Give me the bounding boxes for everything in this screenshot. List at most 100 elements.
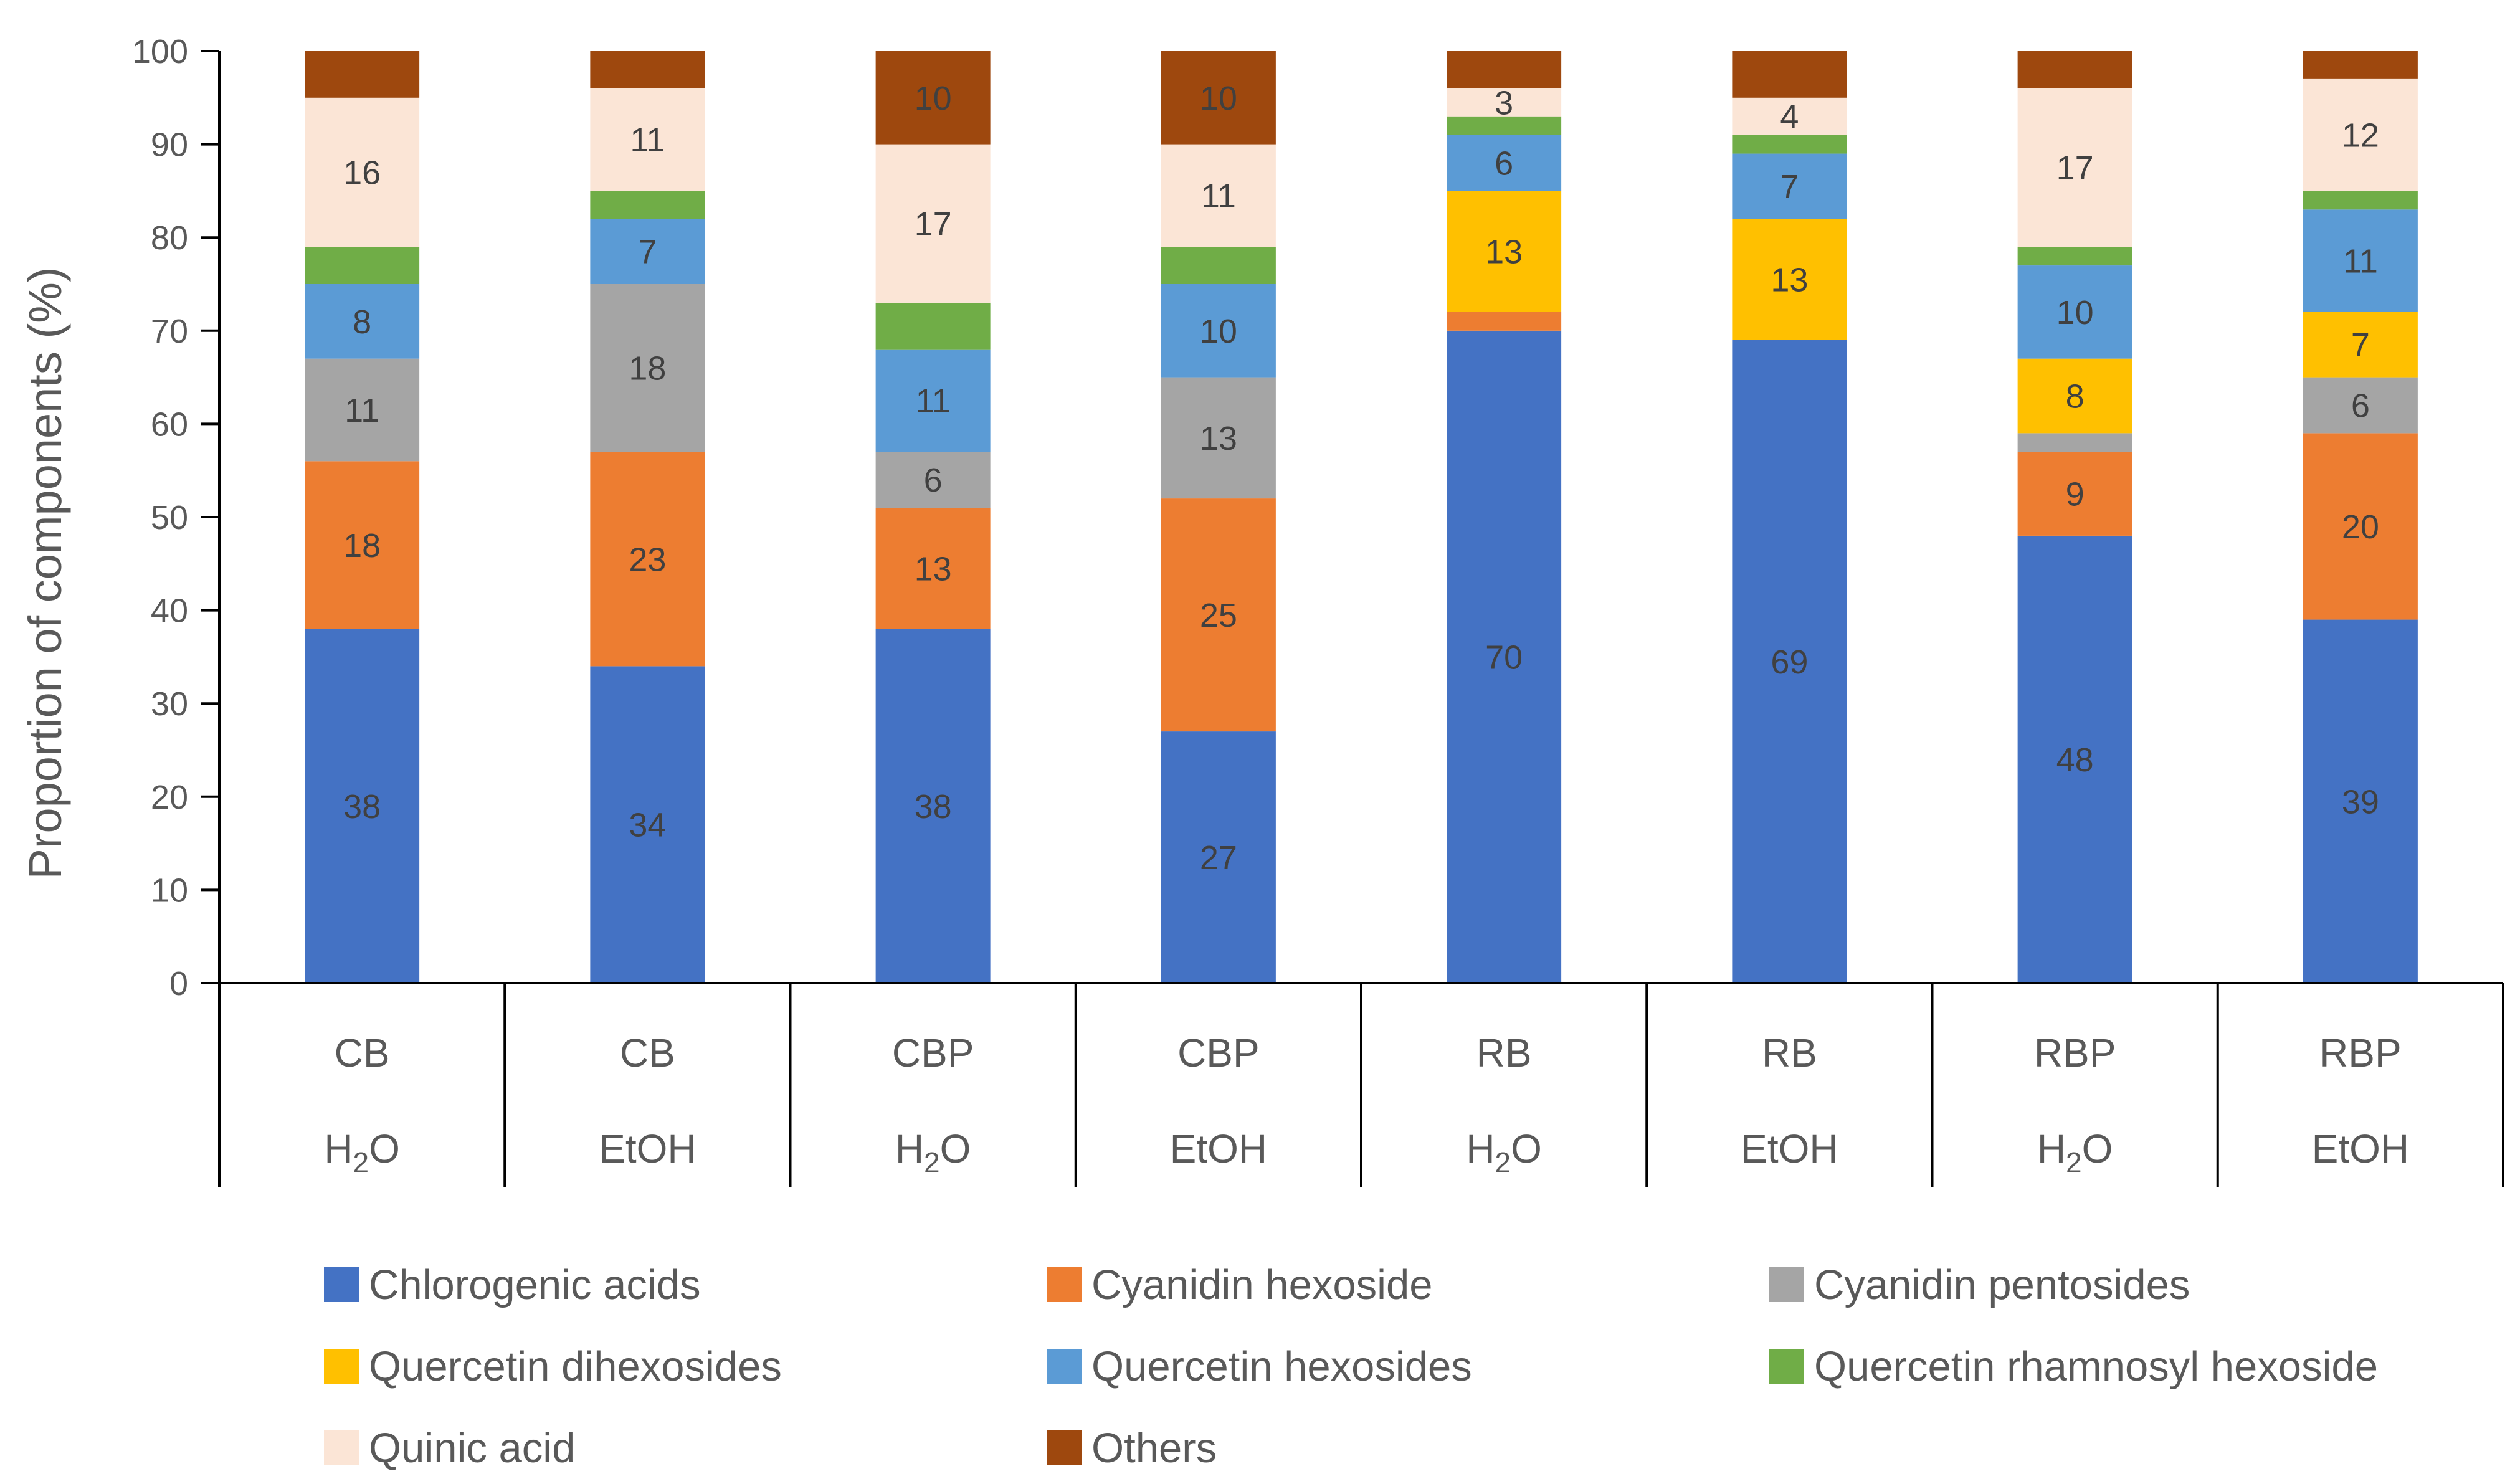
bar-segment — [875, 51, 991, 145]
x-solvent-subscript: 2 — [924, 1146, 940, 1179]
bar-segment — [305, 358, 420, 462]
x-category-label: RB — [1476, 1030, 1532, 1075]
y-tick-label: 10 — [151, 872, 188, 909]
bar-segment — [2017, 51, 2132, 88]
x-category-label: CBP — [892, 1030, 974, 1075]
bar-segment — [1447, 312, 1562, 331]
x-solvent-subscript: 2 — [2066, 1146, 2082, 1179]
y-tick-label: 0 — [169, 965, 188, 1002]
x-solvent-tail: O — [1511, 1126, 1542, 1171]
bar-segment — [875, 302, 991, 350]
legend-swatch — [324, 1349, 359, 1384]
bar-segment — [2303, 51, 2418, 79]
bar-value-label: 11 — [630, 121, 665, 159]
bar-value-label: 11 — [916, 383, 951, 420]
legend-label: Quinic acid — [369, 1425, 575, 1472]
x-solvent-label: H2O — [2037, 1126, 2113, 1179]
bar-value-label: 9 — [2066, 476, 2085, 513]
bar-segment — [2303, 619, 2418, 983]
bar-segment — [1732, 340, 1847, 983]
bar-segment — [875, 349, 991, 452]
bar-segment — [1161, 247, 1276, 284]
bar-value-label: 10 — [1200, 80, 1237, 117]
y-tick-label: 50 — [151, 499, 188, 536]
bar-segment — [305, 51, 420, 98]
bar-segment — [590, 284, 705, 452]
bar-segment — [2303, 191, 2418, 210]
bar-segment — [1732, 135, 1847, 154]
bar-value-label: 10 — [2056, 294, 2094, 331]
bar-value-label: 13 — [915, 550, 952, 587]
bar-segment — [2017, 433, 2132, 452]
bar-segment — [305, 284, 420, 359]
bar-segment — [2303, 312, 2418, 378]
bar-value-label: 16 — [343, 154, 381, 191]
bar-segment — [590, 452, 705, 667]
bar-value-label: 7 — [638, 234, 657, 271]
x-solvent-tail: O — [2082, 1126, 2113, 1171]
legend-label: Quercetin dihexosides — [369, 1343, 782, 1390]
bar-segment — [2017, 358, 2132, 434]
legend-label: Cyanidin hexoside — [1091, 1262, 1433, 1308]
y-tick-label: 30 — [151, 685, 188, 723]
bar-value-label: 3 — [1495, 84, 1513, 121]
bar-value-label: 20 — [2342, 508, 2379, 546]
y-tick-label: 90 — [151, 126, 188, 164]
legend-swatch — [1769, 1349, 1804, 1384]
bar-value-label: 7 — [2351, 326, 2370, 364]
bar-segment — [1447, 191, 1562, 312]
legend-swatch — [1769, 1267, 1804, 1302]
bar-segment — [875, 144, 991, 303]
x-solvent-label: H2O — [1466, 1126, 1542, 1179]
bar-segment — [1161, 51, 1276, 145]
legend: Chlorogenic acids Cyanidin hexoside Cyanid… — [324, 1262, 2378, 1472]
bar-segment — [2017, 452, 2132, 536]
x-solvent-base: H — [324, 1126, 353, 1171]
bar-segment — [590, 219, 705, 284]
x-category-label: RB — [1762, 1030, 1817, 1075]
bar-value-label: 12 — [2342, 117, 2379, 155]
bar-value-label: 13 — [1485, 234, 1523, 271]
bar-value-label: 18 — [343, 527, 381, 564]
bar-segment — [1732, 51, 1847, 98]
bar-value-label: 10 — [1200, 313, 1237, 350]
bar-value-label: 38 — [343, 788, 381, 825]
x-solvent-label: H2O — [895, 1126, 971, 1179]
bar-segment — [590, 666, 705, 983]
bar-segment — [1732, 97, 1847, 135]
x-solvent-base: EtOH — [2312, 1126, 2409, 1171]
x-category-label: CB — [620, 1030, 675, 1075]
bar-segment — [2017, 535, 2132, 983]
bar-segment — [1732, 153, 1847, 219]
bar-value-label: 34 — [629, 807, 666, 844]
y-tick-label: 20 — [151, 779, 188, 816]
y-tick-label: 40 — [151, 592, 188, 630]
legend-swatch — [1047, 1267, 1082, 1302]
bar-value-label: 6 — [1495, 145, 1513, 183]
bar-segment — [305, 461, 420, 629]
bar-value-label: 11 — [1201, 178, 1236, 215]
bar-segment — [2017, 247, 2132, 266]
bar-segment — [1732, 219, 1847, 340]
y-axis: 0 10 20 30 40 50 60 70 80 90 100 — [132, 33, 221, 1002]
x-axis: CBH2OCBEtOHCBPH2OCBPEtOHRBH2ORBEtOHRBPH2… — [218, 982, 2504, 1187]
x-category-label: RBP — [2319, 1030, 2402, 1075]
bar-value-label: 48 — [2056, 741, 2094, 779]
bar-segment — [1161, 377, 1276, 499]
bar-segment — [1447, 51, 1562, 88]
x-solvent-label: EtOH — [1741, 1126, 1838, 1171]
y-axis-label: Proportion of components (%) — [19, 267, 71, 879]
bar-value-label: 17 — [915, 206, 952, 243]
x-solvent-subscript: 2 — [1495, 1146, 1511, 1179]
legend-label: Chlorogenic acids — [369, 1262, 701, 1308]
bar-segment — [590, 51, 705, 88]
bar-value-label: 70 — [1485, 639, 1523, 676]
x-solvent-label: EtOH — [599, 1126, 696, 1171]
x-solvent-base: EtOH — [599, 1126, 696, 1171]
bar-segment — [875, 508, 991, 629]
x-solvent-tail: O — [940, 1126, 971, 1171]
bars: 3818118163423187113813611171027251310111… — [305, 51, 2418, 983]
legend-label: Others — [1091, 1425, 1217, 1472]
bar-value-label: 6 — [2351, 387, 2370, 424]
